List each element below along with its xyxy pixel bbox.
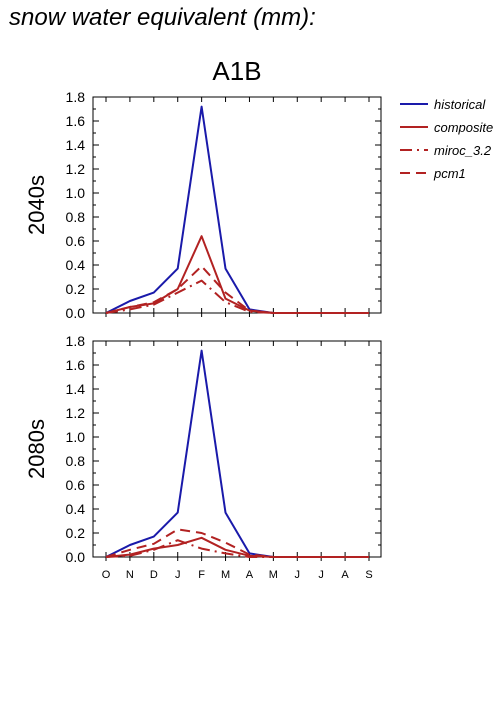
y-tick-label: 1.4 [66,381,86,397]
y-tick-label: 0.6 [66,477,86,493]
legend-label: historical [434,97,486,112]
y-tick-label: 0.4 [66,257,86,273]
y-tick-label: 1.6 [66,357,86,373]
legend-label: miroc_3.2 [434,143,492,158]
y-tick-label: 0.8 [66,453,86,469]
y-tick-label: 1.0 [66,185,86,201]
series-line-miroc-3-2 [105,539,369,558]
x-tick-label: M [221,569,230,581]
x-tick-label: A [246,569,254,581]
series-line-composite [105,536,369,558]
legend-label: composite [434,120,493,135]
y-axis-label: 2040s [24,175,49,235]
legend-label: pcm1 [433,166,466,181]
x-tick-label: J [175,569,181,581]
y-tick-label: 0.0 [66,305,86,321]
plot-frame [92,340,382,558]
series-line-composite [105,235,369,314]
y-tick-label: 1.0 [66,429,86,445]
y-tick-label: 1.2 [66,405,86,421]
series-line-historical [105,349,369,558]
plot-frame [92,96,382,314]
y-tick-label: 0.8 [66,209,86,225]
page-title: snow water equivalent (mm): [9,4,316,31]
x-tick-label: D [150,569,158,581]
x-tick-label: J [318,569,324,581]
x-tick-label: O [102,569,111,581]
series-line-pcm1 [105,528,369,558]
x-tick-label: M [269,569,278,581]
y-tick-label: 0.4 [66,501,86,517]
chart-title: A1B [212,56,261,86]
y-tick-label: 1.8 [66,89,86,105]
y-tick-label: 0.0 [66,549,86,565]
series-line-miroc-3-2 [105,279,369,314]
y-tick-label: 0.6 [66,233,86,249]
x-tick-label: S [365,569,372,581]
y-tick-label: 1.2 [66,161,86,177]
y-tick-label: 1.6 [66,113,86,129]
y-tick-label: 0.2 [66,281,86,297]
y-axis-label: 2080s [24,419,49,479]
y-tick-label: 1.4 [66,137,86,153]
y-tick-label: 0.2 [66,525,86,541]
y-tick-label: 1.8 [66,333,86,349]
x-tick-label: N [126,569,134,581]
series-line-historical [105,105,369,314]
x-tick-label: J [295,569,301,581]
x-tick-label: A [341,569,349,581]
x-tick-label: F [198,569,205,581]
